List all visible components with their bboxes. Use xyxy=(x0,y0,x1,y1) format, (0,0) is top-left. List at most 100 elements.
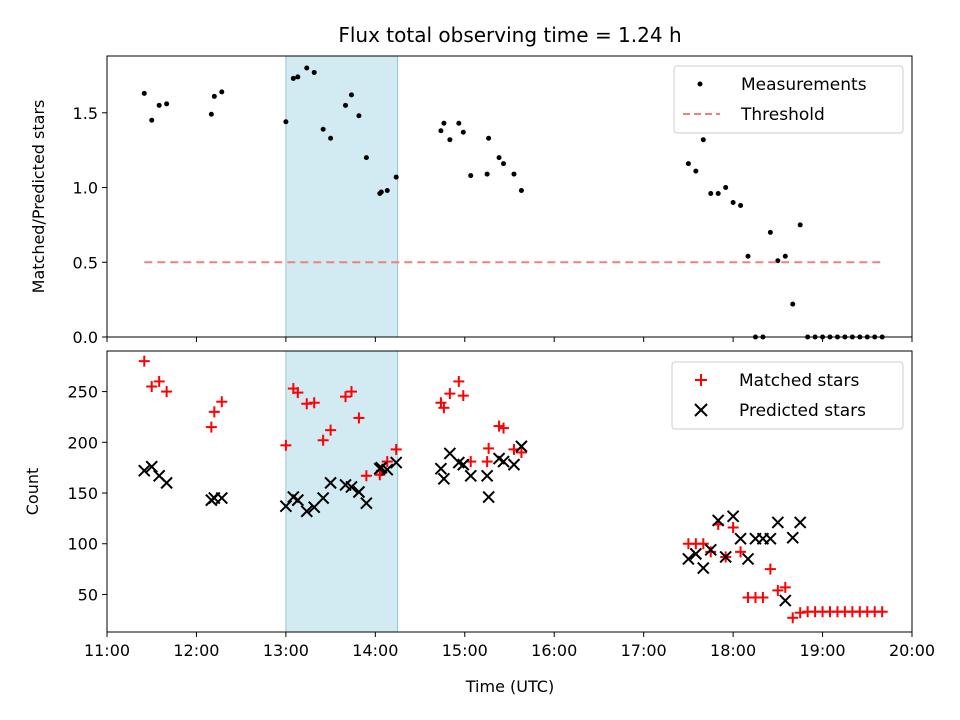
predicted-stars-point xyxy=(291,493,305,507)
measurement-point xyxy=(320,126,326,132)
observing-window-shading xyxy=(285,55,399,338)
measurement-point xyxy=(730,199,736,205)
matched-stars-point xyxy=(764,563,776,575)
y-tick-label: 0.5 xyxy=(73,253,98,272)
predicted-stars-point xyxy=(138,464,151,477)
matched-stars-point xyxy=(457,390,469,402)
matched-stars-point xyxy=(498,422,510,434)
measurement-point xyxy=(456,120,462,126)
measurement-point xyxy=(384,188,390,194)
matched-stars-point xyxy=(208,406,220,418)
predicted-stars-point xyxy=(316,491,330,505)
measurement-point xyxy=(328,135,334,141)
x-axis-label: Time (UTC) xyxy=(465,677,554,696)
x-tick-label: 14:00 xyxy=(352,641,398,660)
predicted-stars-point xyxy=(779,594,792,607)
star-count-panel: 11:00 12:00 13:00 14:00 15:00 16:00 17:00 18:00… xyxy=(23,350,935,696)
matched-stars-point xyxy=(794,607,806,619)
measurement-point xyxy=(501,161,507,167)
matched-stars-point xyxy=(876,606,888,618)
matched-stars-point xyxy=(308,397,320,409)
predicted-stars-point xyxy=(704,543,717,557)
axes-frame xyxy=(106,55,913,338)
x-tick-label: 13:00 xyxy=(263,641,309,660)
measurement-point xyxy=(715,191,721,197)
predicted-stars-point xyxy=(464,469,477,482)
y-tick-label: 1.5 xyxy=(73,104,98,123)
predicted-stars-point xyxy=(300,505,313,518)
measurement-point xyxy=(518,188,524,194)
measurement-point xyxy=(378,189,384,195)
predicted-stars-point xyxy=(437,472,451,486)
matched-stars-point xyxy=(772,584,784,596)
measurement-point xyxy=(745,253,751,259)
measurement-point xyxy=(797,222,803,228)
predicted-stars-point xyxy=(771,516,785,529)
predicted-stars-point xyxy=(711,514,725,527)
matched-stars-point xyxy=(280,439,292,451)
matched-stars-point xyxy=(481,456,493,468)
matched-stars-point xyxy=(360,470,372,482)
predicted-stars-point xyxy=(434,462,448,475)
measurement-point xyxy=(738,202,744,208)
y-tick-label: 150 xyxy=(67,484,98,503)
series-matched-stars xyxy=(138,355,888,624)
matched-stars-point xyxy=(697,538,709,550)
y-axis-label-bottom: Count xyxy=(23,468,42,516)
measurement-point xyxy=(775,258,781,264)
predicted-stars-point xyxy=(719,550,732,564)
legend-label-predicted-stars: Predicted stars xyxy=(739,401,866,421)
predicted-stars-point xyxy=(381,463,394,476)
predicted-stars-point xyxy=(345,480,358,494)
measurement-point xyxy=(767,229,773,235)
measurement-point xyxy=(441,120,447,126)
predicted-stars-point xyxy=(682,552,695,566)
matched-stars-point xyxy=(483,442,495,454)
x-tick-label: 11:00 xyxy=(84,641,130,660)
predicted-stars-point xyxy=(360,496,373,510)
measurement-point xyxy=(723,185,729,191)
measurement-point xyxy=(393,174,399,180)
series-predicted-stars xyxy=(138,440,807,607)
measurement-point xyxy=(311,69,317,75)
x-tick-label: 17:00 xyxy=(621,641,667,660)
matched-stars-point xyxy=(301,398,313,410)
predicted-stars-point xyxy=(793,516,807,529)
measurement-point xyxy=(496,155,502,161)
x-tick-label: 20:00 xyxy=(889,641,935,660)
predicted-stars-point xyxy=(689,547,703,561)
y-tick-label: 100 xyxy=(67,535,98,554)
y-axis-label-top: Matched/Predicted stars xyxy=(29,100,48,294)
matched-stars-point xyxy=(153,375,165,387)
measurement-point xyxy=(460,129,466,135)
predicted-stars-point xyxy=(482,490,495,504)
plot-area-bottom xyxy=(138,355,888,624)
measurement-point xyxy=(141,90,147,96)
matched-stars-point xyxy=(727,522,739,534)
predicted-stars-point xyxy=(764,532,777,545)
matched-stars-point xyxy=(381,456,393,468)
measurement-point xyxy=(211,93,217,99)
measurement-point xyxy=(486,135,492,141)
axes-frame xyxy=(106,350,913,633)
measurement-point xyxy=(304,65,310,71)
measurement-point xyxy=(164,101,170,107)
axes-top: 0.0 0.5 1.0 1.5 xyxy=(73,55,913,347)
predicted-stars-point xyxy=(324,476,337,490)
matched-stars-point xyxy=(161,386,173,398)
legend-label-measurements: Measurements xyxy=(741,75,867,95)
x-tick-label: 15:00 xyxy=(442,641,488,660)
measurement-point xyxy=(447,137,453,143)
x-tick-label: 12:00 xyxy=(173,641,219,660)
measurement-point xyxy=(484,171,490,177)
predicted-stars-point xyxy=(515,440,528,453)
chart-title: Flux total observing time = 1.24 h xyxy=(338,23,681,47)
measurements-legend-marker xyxy=(697,81,703,87)
matched-stars-point xyxy=(444,388,456,400)
measurement-point xyxy=(700,137,706,143)
measurement-point xyxy=(149,117,155,123)
legend-top: Measurements Threshold xyxy=(673,65,904,134)
predicted-stars-point xyxy=(497,455,510,468)
matched-stars-point xyxy=(453,375,465,387)
